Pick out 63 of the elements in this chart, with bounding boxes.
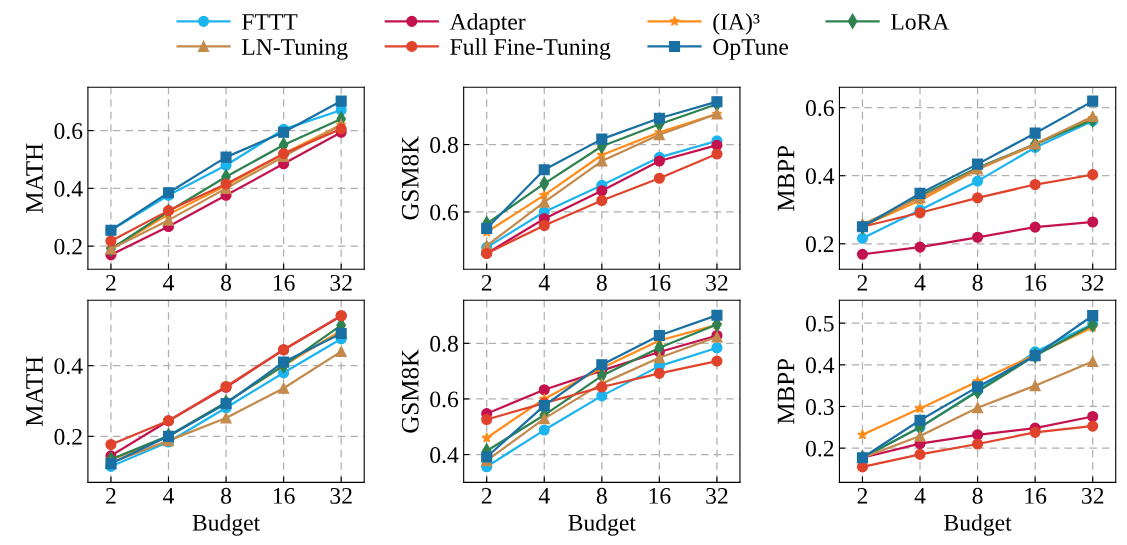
y-tick-label: 0.8 <box>430 335 458 352</box>
x-tick-label: 8 <box>972 274 983 291</box>
x-axis-title: Budget <box>192 514 261 536</box>
y-tick-label: 0.4 <box>430 447 459 464</box>
x-tick-label: 32 <box>706 274 728 291</box>
x-tick-label: 2 <box>481 487 492 504</box>
y-axis-title: MATH <box>26 143 43 213</box>
legend-label: FTTT <box>242 14 298 30</box>
x-tick-label: 8 <box>596 274 607 291</box>
legend-label: OpTune <box>713 39 789 60</box>
y-tick-label: 0.3 <box>805 398 834 416</box>
x-tick-label: 2 <box>106 274 116 291</box>
x-tick-label: 4 <box>538 488 550 504</box>
y-tick-label: 0.4 <box>54 180 83 197</box>
x-tick-label: 32 <box>706 487 728 504</box>
x-tick-label: 16 <box>273 274 295 291</box>
x-tick-label: 32 <box>1082 274 1104 291</box>
x-tick-label: 8 <box>596 487 607 504</box>
y-axis-title: MBPP <box>777 145 795 211</box>
x-tick-label: 2 <box>857 487 868 504</box>
y-axis-title: MBPP <box>777 358 795 424</box>
x-tick-label: 32 <box>1082 487 1104 504</box>
y-tick-label: 0.2 <box>805 440 834 457</box>
x-tick-label: 32 <box>330 487 352 504</box>
x-tick-label: 32 <box>330 274 352 291</box>
x-tick-label: 4 <box>163 274 175 291</box>
y-axis-title: MATH <box>26 356 43 426</box>
y-tick-label: 0.6 <box>54 123 83 140</box>
x-tick-label: 2 <box>106 487 116 504</box>
x-tick-label: 16 <box>1025 274 1047 291</box>
y-tick-label: 0.4 <box>805 357 835 374</box>
x-tick-label: 8 <box>221 274 232 291</box>
x-axis-title: Budget <box>944 514 1012 536</box>
x-tick-label: 16 <box>649 274 671 291</box>
x-tick-label: 2 <box>857 274 868 291</box>
x-tick-label: 4 <box>538 274 550 291</box>
y-tick-label: 0.2 <box>54 428 82 445</box>
y-tick-label: 0.2 <box>805 236 834 253</box>
legend-label: Adapter <box>449 13 526 35</box>
x-tick-label: 16 <box>1025 487 1047 504</box>
y-tick-label: 0.4 <box>54 358 83 375</box>
y-tick-label: 0.4 <box>805 168 835 185</box>
y-tick-label: 0.5 <box>805 315 834 332</box>
y-axis-title: GSM8K <box>401 136 419 220</box>
x-tick-label: 16 <box>649 487 671 504</box>
y-axis-title: GSM8K <box>401 349 419 433</box>
x-tick-label: 4 <box>914 274 926 291</box>
x-axis-title: Budget <box>568 514 636 536</box>
x-tick-label: 4 <box>914 488 926 504</box>
y-tick-label: 0.6 <box>430 204 459 221</box>
legend-label: (IA)³ <box>713 13 760 35</box>
x-tick-label: 2 <box>481 274 492 291</box>
x-tick-label: 8 <box>972 487 983 504</box>
legend-label: LoRA <box>891 14 950 30</box>
y-tick-label: 0.6 <box>805 100 834 117</box>
x-tick-label: 16 <box>273 487 295 504</box>
y-tick-label: 0.8 <box>430 137 458 154</box>
legend-label: LN-Tuning <box>242 39 348 60</box>
legend-label: Full Fine-Tuning <box>450 38 611 60</box>
y-tick-label: 0.2 <box>54 238 82 255</box>
y-tick-label: 0.6 <box>430 391 459 408</box>
x-tick-label: 4 <box>163 488 175 504</box>
x-tick-label: 8 <box>221 487 232 504</box>
